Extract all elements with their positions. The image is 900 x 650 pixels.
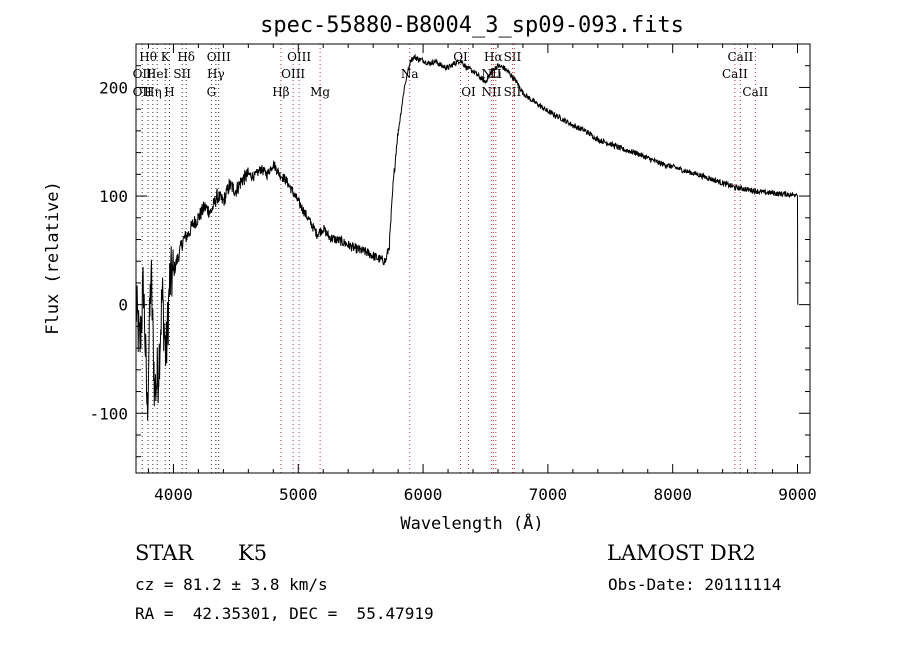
y-tick-label: 200: [99, 78, 128, 97]
spectral-line-markers: OIIOIIHθHηHeIKHSIIHδGHγOIIIHβOIIIOIIIMgN…: [133, 44, 768, 473]
spectrum-line: [135, 53, 799, 421]
spectral-line-label: OII: [133, 67, 153, 81]
spectral-line-label: Hβ: [272, 85, 289, 99]
spectral-line-label: Li: [490, 67, 502, 81]
y-axis-label: Flux (relative): [43, 181, 63, 335]
spectral-line-label: Hγ: [207, 67, 225, 81]
spectral-line-label: SII: [504, 50, 522, 64]
x-tick-label: 8000: [653, 485, 692, 504]
x-tick-label: 9000: [778, 485, 817, 504]
spectral-line-label: HeI: [146, 67, 169, 81]
object-subclass: K5: [238, 541, 268, 565]
sky-coordinates: RA = 42.35301, DEC = 55.47919: [135, 604, 434, 623]
x-tick-label: 6000: [404, 485, 443, 504]
y-tick-label: -100: [89, 404, 128, 423]
observation-date: Obs-Date: 20111114: [608, 575, 782, 594]
spectral-line-label: Na: [401, 67, 419, 81]
spectral-line-label: SII: [504, 85, 522, 99]
survey-name: LAMOST DR2: [607, 541, 756, 565]
axes: 4000 5000 6000 7000 8000 9000 -100 0 100 200: [89, 43, 817, 504]
spectral-line-label: CaII: [727, 50, 753, 64]
plot-frame: [135, 43, 811, 474]
spectral-line-label: CaII: [722, 67, 748, 81]
x-tick-label: 4000: [154, 485, 193, 504]
chart-title: spec-55880-B8004_3_sp09-093.fits: [260, 13, 684, 38]
spectral-line-label: OIII: [287, 50, 311, 64]
spectral-line-label: Hα: [484, 50, 503, 64]
y-tick-label: 0: [118, 296, 128, 315]
x-tick-label: 5000: [279, 485, 318, 504]
spectral-line-label: NII: [481, 67, 501, 81]
spectral-line-label: H: [164, 85, 174, 99]
spectral-line-label: Hδ: [177, 50, 195, 64]
spectral-line-label: CaII: [742, 85, 768, 99]
spectral-line-label: OI: [461, 85, 476, 99]
spectral-line-label: K: [161, 50, 171, 64]
spectral-line-label: OII: [133, 85, 153, 99]
spectral-line-label: SII: [173, 67, 191, 81]
spectral-line-label: Mg: [310, 85, 330, 99]
spectral-line-label: OIII: [207, 50, 231, 64]
spectral-line-label: OIII: [281, 67, 305, 81]
y-tick-label: 100: [99, 187, 128, 206]
x-tick-label: 7000: [529, 485, 568, 504]
spectral-line-label: Hθ: [139, 50, 157, 64]
redshift-velocity: cz = 81.2 ± 3.8 km/s: [135, 575, 328, 594]
x-axis-label: Wavelength (Å): [400, 512, 543, 534]
object-class: STAR: [135, 541, 194, 565]
spectral-line-label: G: [207, 85, 217, 99]
spectrum-series: [135, 53, 799, 421]
spectral-line-label: NII: [481, 85, 501, 99]
